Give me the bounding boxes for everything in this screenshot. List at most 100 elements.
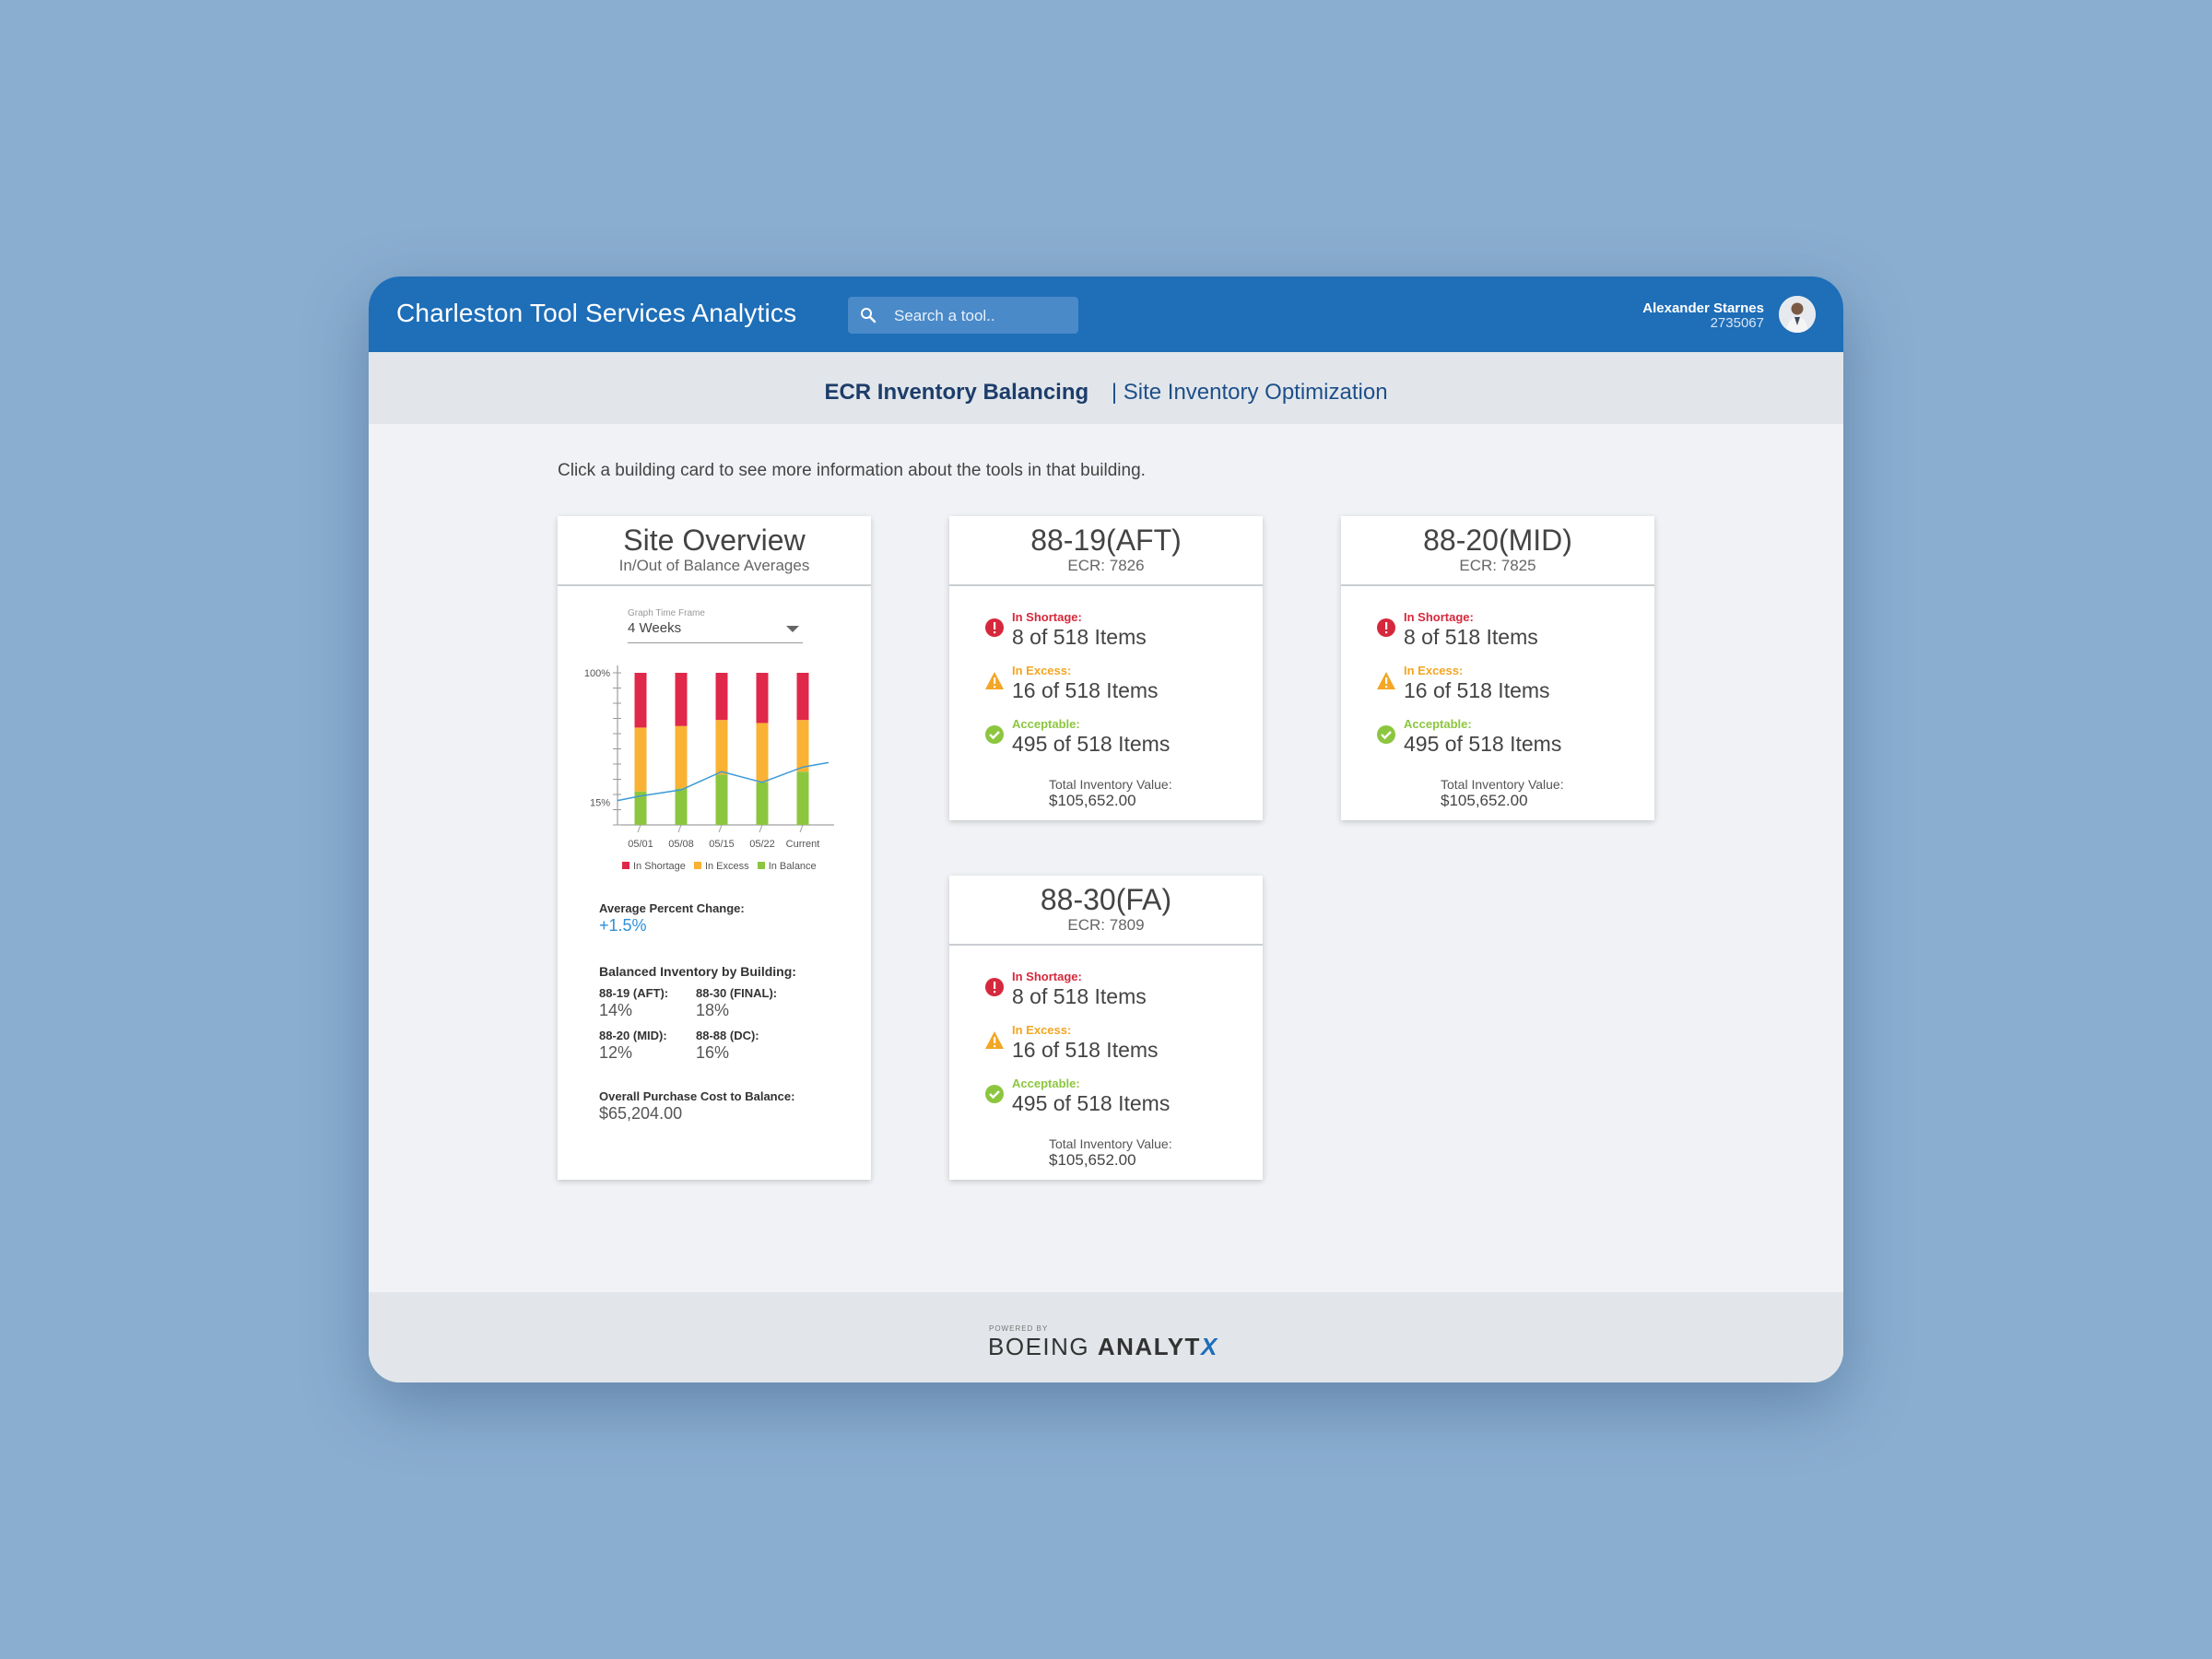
- x-tick-label: 05/01: [628, 839, 653, 850]
- y-tick-label: 15%: [590, 797, 610, 808]
- bar-segment: [634, 673, 647, 728]
- check-circle-icon: [985, 1085, 1004, 1103]
- acceptable-stat: Acceptable: 495 of 518 Items: [985, 717, 1171, 756]
- tab-ecr-inventory-balancing[interactable]: ECR Inventory Balancing: [824, 380, 1089, 405]
- tab-site-inventory-optimization[interactable]: | Site Inventory Optimization: [1111, 380, 1388, 405]
- excess-stat: In Excess: 16 of 518 Items: [985, 1023, 1159, 1062]
- brand-boeing: BOEING: [988, 1333, 1090, 1360]
- purchase-cost-label: Overall Purchase Cost to Balance:: [599, 1089, 795, 1103]
- total-inventory-value: $105,652.00: [1049, 792, 1136, 809]
- balanced-inventory-heading: Balanced Inventory by Building:: [599, 964, 796, 979]
- bar-segment: [796, 720, 809, 772]
- acceptable-stat: Acceptable: 495 of 518 Items: [1377, 717, 1562, 756]
- user-id: 2735067: [1710, 315, 1764, 331]
- user-avatar-icon: [1779, 296, 1816, 333]
- building-stat-label: 88-88 (DC):: [696, 1029, 759, 1042]
- shortage-label: In Shortage:: [1012, 970, 1082, 983]
- bar-segment: [675, 788, 688, 825]
- acceptable-value: 495 of 518 Items: [1012, 732, 1171, 756]
- app-title: Charleston Tool Services Analytics: [396, 299, 797, 327]
- building-stat: 88-20 (MID): 12%: [599, 1029, 710, 1062]
- warning-triangle-icon: [985, 1031, 1004, 1049]
- site-overview-card: Site Overview In/Out of Balance Averages…: [558, 516, 871, 1180]
- excess-label: In Excess:: [1012, 1023, 1072, 1037]
- excess-stat: In Excess: 16 of 518 Items: [985, 664, 1159, 702]
- excess-value: 16 of 518 Items: [1404, 678, 1550, 702]
- building-ecr: ECR: 7825: [1459, 557, 1536, 574]
- chevron-down-icon: [786, 626, 799, 632]
- acceptable-stat: Acceptable: 495 of 518 Items: [985, 1077, 1171, 1115]
- excess-stat: In Excess: 16 of 518 Items: [1377, 664, 1550, 702]
- balance-chart: 100% 15% 05/01 05/08 05/15 05/22 Current: [584, 665, 834, 850]
- shortage-label: In Shortage:: [1404, 610, 1474, 624]
- total-inventory-value: $105,652.00: [1049, 1151, 1136, 1169]
- shortage-value: 8 of 518 Items: [1012, 625, 1147, 649]
- building-card-88-19[interactable]: 88-19(AFT) ECR: 7826 In Shortage: 8 of 5…: [949, 516, 1263, 820]
- search-input[interactable]: [892, 302, 1071, 330]
- acceptable-value: 495 of 518 Items: [1012, 1091, 1171, 1115]
- building-stat-value: 14%: [599, 1001, 633, 1019]
- shortage-stat: In Shortage: 8 of 518 Items: [985, 610, 1147, 649]
- bar-segment: [796, 673, 809, 721]
- user-info[interactable]: Alexander Starnes 2735067: [1642, 301, 1764, 331]
- building-card-88-20[interactable]: 88-20(MID) ECR: 7825 In Shortage: 8 of 5…: [1341, 516, 1654, 820]
- total-inventory-label: Total Inventory Value:: [1049, 1136, 1172, 1151]
- total-inventory-label: Total Inventory Value:: [1441, 777, 1564, 792]
- bar-segment: [634, 727, 647, 792]
- purchase-cost: Overall Purchase Cost to Balance: $65,20…: [599, 1089, 794, 1123]
- alert-circle-icon: [985, 618, 1004, 637]
- timeframe-dropdown[interactable]: 4 Weeks: [628, 620, 803, 643]
- building-title: 88-20(MID): [1423, 524, 1572, 557]
- x-tick-mark: [637, 824, 641, 833]
- x-tick-mark: [759, 824, 763, 833]
- total-inventory: Total Inventory Value: $105,652.00: [1441, 776, 1564, 809]
- acceptable-label: Acceptable:: [1404, 717, 1472, 731]
- average-change-label: Average Percent Change:: [599, 901, 745, 915]
- bar-segment: [634, 791, 647, 825]
- shortage-value: 8 of 518 Items: [1012, 984, 1147, 1008]
- timeframe-value: 4 Weeks: [628, 620, 682, 636]
- alert-circle-icon: [985, 978, 1004, 996]
- building-card-header: 88-30(FA) ECR: 7809: [949, 876, 1263, 946]
- trend-line: [617, 761, 830, 802]
- shortage-stat: In Shortage: 8 of 518 Items: [985, 970, 1147, 1008]
- x-tick-mark: [677, 824, 682, 833]
- purchase-cost-value: $65,204.00: [599, 1104, 683, 1123]
- warning-triangle-icon: [1377, 672, 1395, 689]
- bar-segment: [715, 673, 728, 721]
- average-change: Average Percent Change: +1.5%: [599, 901, 745, 935]
- building-title: 88-30(FA): [1040, 883, 1172, 916]
- building-stat-label: 88-19 (AFT):: [599, 986, 669, 1000]
- user-name: Alexander Starnes: [1642, 300, 1764, 316]
- building-stat: 88-88 (DC): 16%: [696, 1029, 806, 1062]
- building-stat-value: 16%: [696, 1043, 730, 1062]
- brand-x: X: [1200, 1333, 1218, 1360]
- shortage-value: 8 of 518 Items: [1404, 625, 1538, 649]
- legend-in-balance: In Balance: [757, 861, 817, 872]
- excess-value: 16 of 518 Items: [1012, 1038, 1159, 1062]
- avatar[interactable]: [1779, 296, 1816, 333]
- acceptable-value: 495 of 518 Items: [1404, 732, 1562, 756]
- x-tick-mark: [799, 824, 804, 833]
- building-title: 88-19(AFT): [1030, 524, 1182, 557]
- total-inventory-label: Total Inventory Value:: [1049, 777, 1172, 792]
- site-overview-subtitle: In/Out of Balance Averages: [618, 557, 810, 574]
- building-stat-value: 18%: [696, 1001, 730, 1019]
- total-inventory-value: $105,652.00: [1441, 792, 1528, 809]
- site-overview-header: Site Overview In/Out of Balance Averages: [558, 516, 871, 586]
- search-box[interactable]: [848, 297, 1078, 334]
- bar-segment: [756, 723, 769, 782]
- check-circle-icon: [985, 725, 1004, 744]
- bar-segment: [756, 782, 769, 825]
- average-change-value: +1.5%: [599, 916, 647, 935]
- site-overview-title: Site Overview: [623, 524, 806, 557]
- check-circle-icon: [1377, 725, 1395, 744]
- building-stat: 88-30 (FINAL): 18%: [696, 986, 806, 1019]
- sub-navigation: ECR Inventory Balancing | Site Inventory…: [369, 352, 1843, 424]
- building-card-88-30[interactable]: 88-30(FA) ECR: 7809 In Shortage: 8 of 51…: [949, 876, 1263, 1180]
- brand-logo: BOEING ANALYTX: [988, 1333, 1218, 1361]
- bar-segment: [756, 673, 769, 724]
- powered-by-label: POWERED BY: [989, 1324, 1049, 1333]
- warning-triangle-icon: [985, 672, 1004, 689]
- search-icon: [861, 308, 877, 324]
